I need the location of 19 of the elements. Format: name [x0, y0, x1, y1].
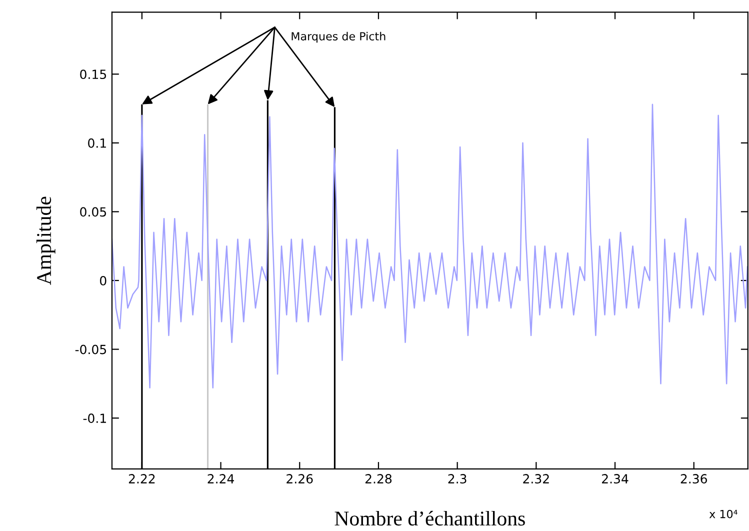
x-tick-label: 2.22: [128, 474, 155, 484]
text: x 10⁴: [709, 510, 738, 518]
x-tick-label: 2.34: [602, 474, 628, 484]
y-tick-label: 0.05: [80, 207, 106, 217]
y-tick-label: 0: [100, 276, 106, 286]
y-tick-label: 0.15: [80, 70, 106, 80]
y-tick-label: -0.1: [83, 414, 106, 423]
x-tick-label: 2.36: [680, 474, 707, 484]
annotation: Marques de Picth: [292, 32, 386, 43]
y-tick-label: -0.05: [75, 344, 106, 354]
y-axis-title: Amplitude: [36, 196, 56, 285]
x-tick-label: 2.26: [286, 474, 313, 484]
x-tick-label: 2.24: [208, 474, 234, 484]
x-tick-label: 2.32: [523, 474, 549, 484]
x-tick-label: 2.3: [448, 474, 466, 484]
line-series: [112, 104, 748, 388]
x-axis-title: Nombre d’échantillons: [334, 510, 525, 526]
x-tick-label: 2.28: [365, 474, 392, 484]
y-tick-label: 0.1: [88, 138, 106, 148]
